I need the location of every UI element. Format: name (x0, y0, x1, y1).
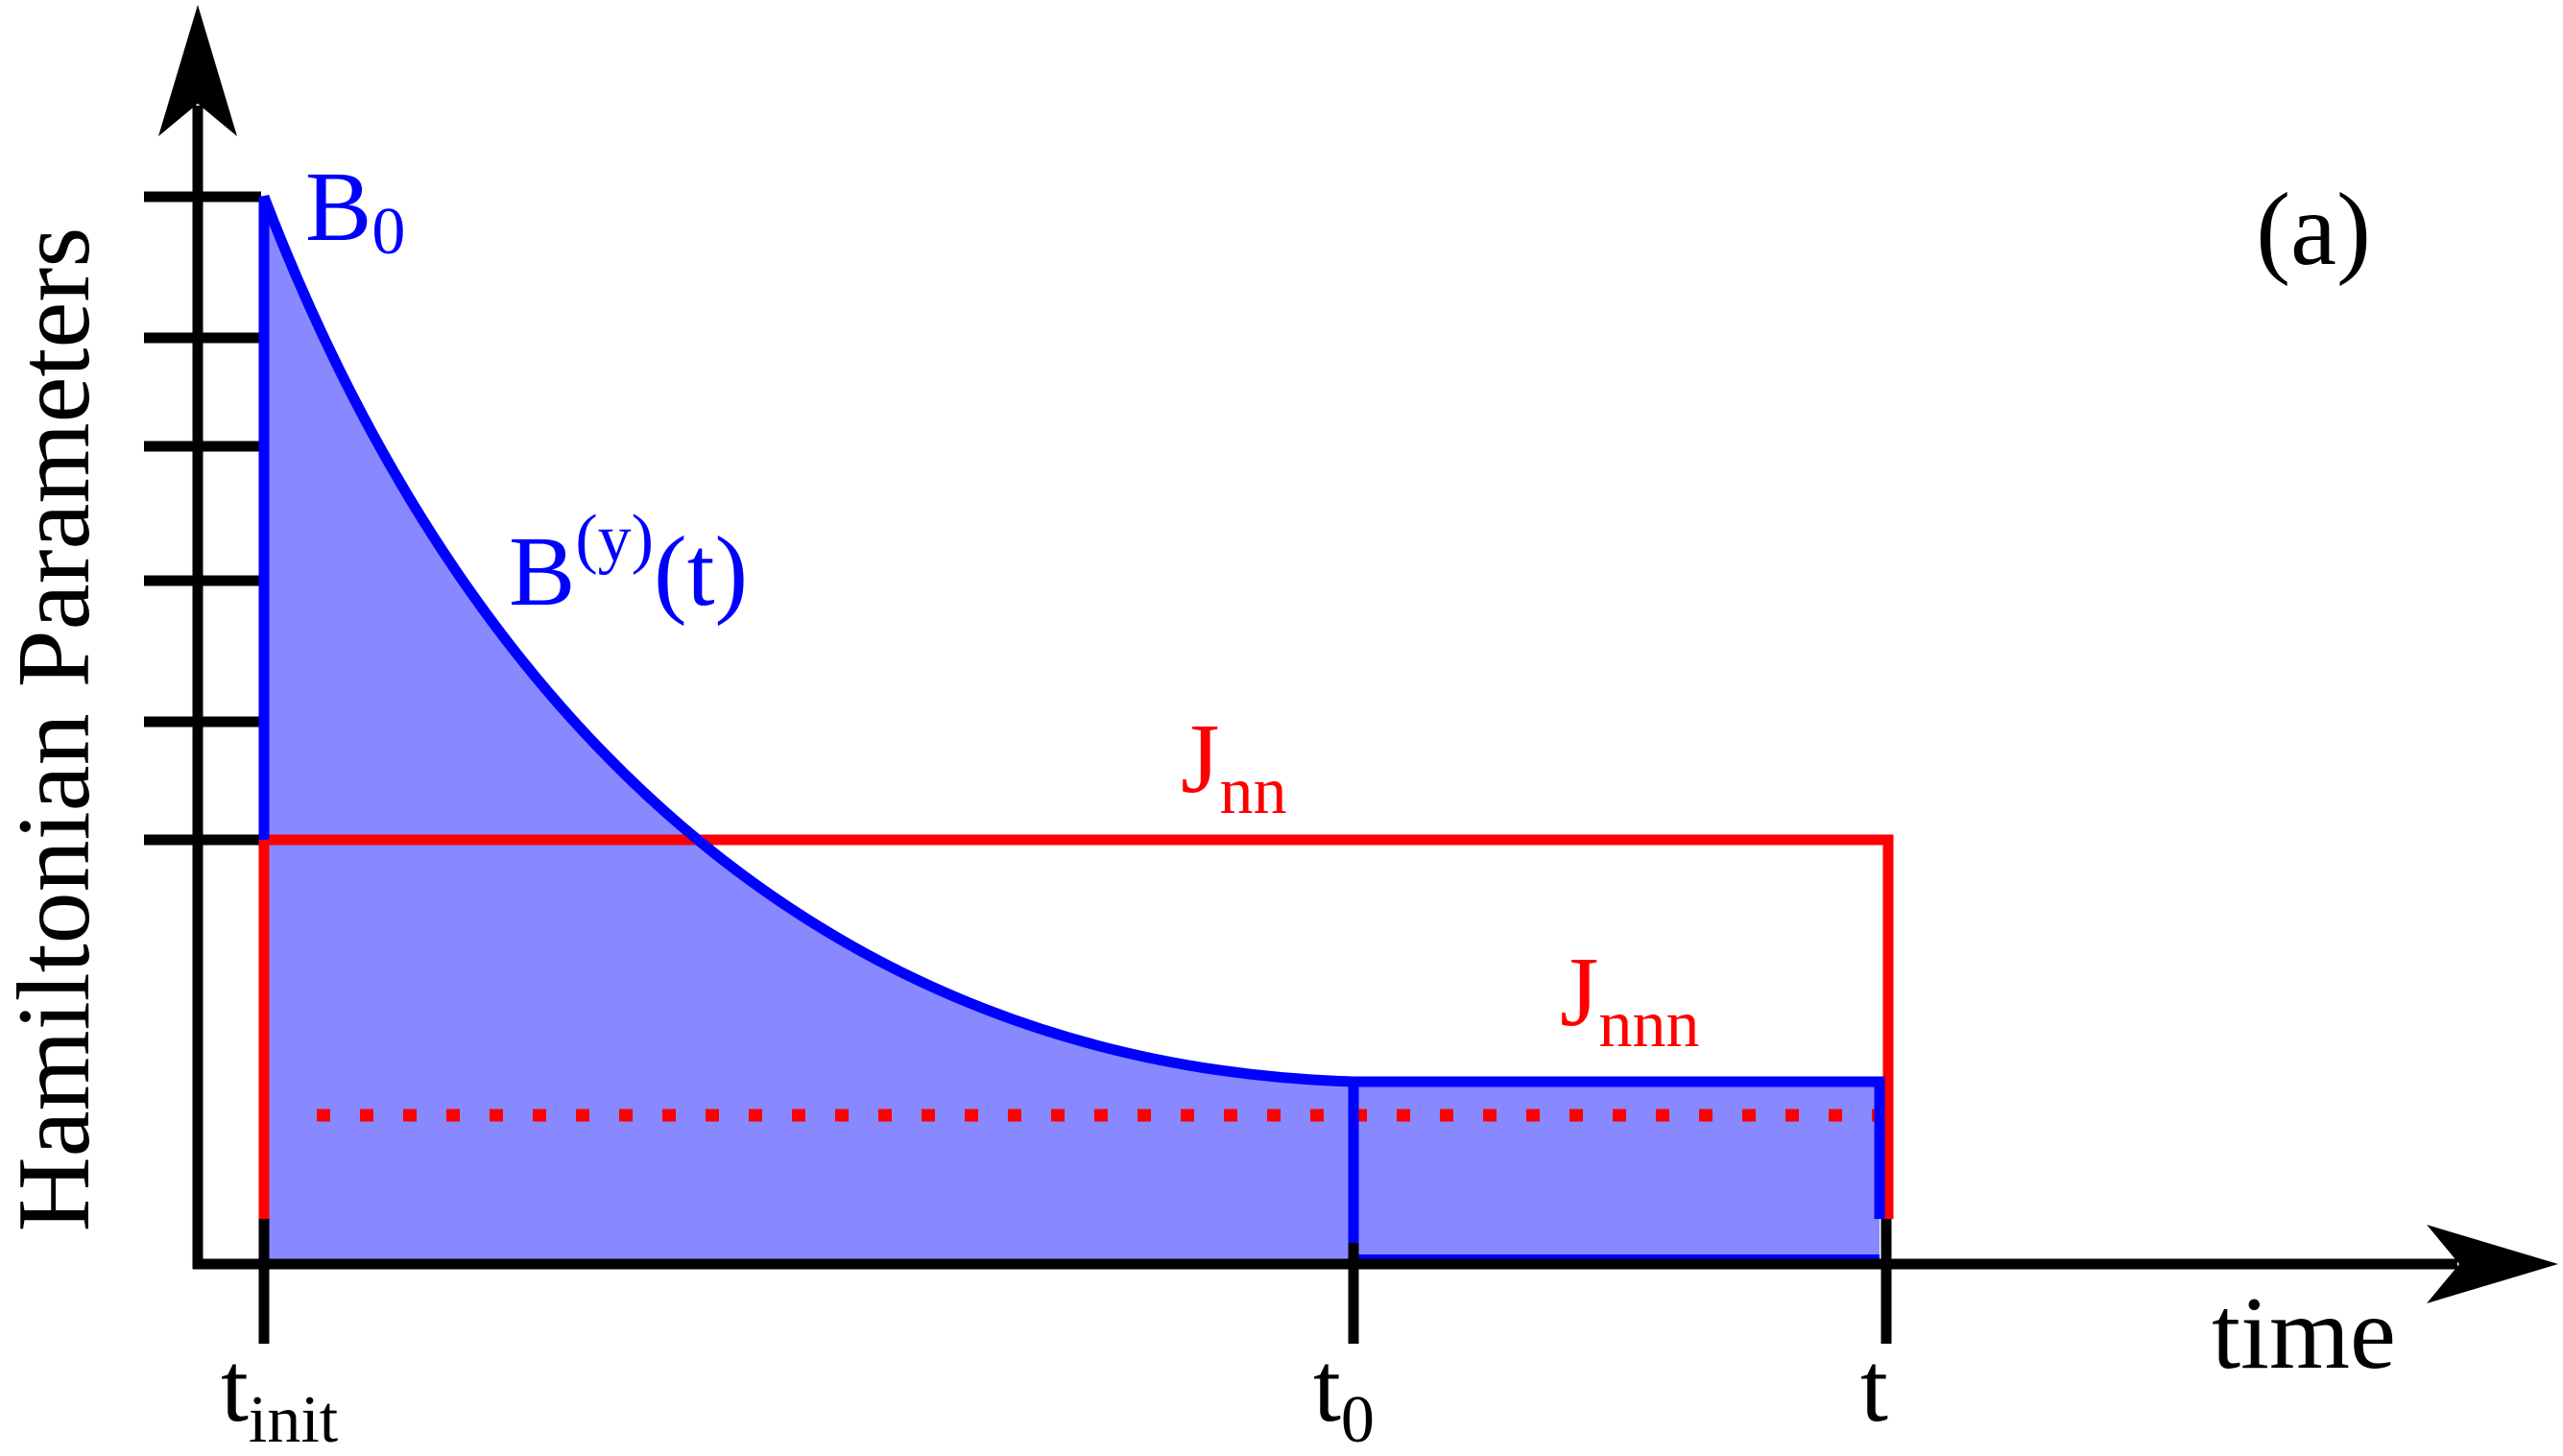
field-shaded-area (264, 197, 1880, 1260)
jnnn-label: Jnnn (1560, 937, 1699, 1062)
y-axis-label: Hamiltonian Parameters (0, 227, 111, 1232)
x-axis-label: time (2212, 1277, 2396, 1391)
b0-subscript: 0 (371, 195, 405, 269)
b0-base: B (305, 152, 371, 262)
jnn-base: J (1181, 704, 1219, 814)
y-axis-arrowhead (158, 5, 237, 136)
x-axis-arrowhead (2427, 1225, 2558, 1303)
field-superscript: (y) (575, 502, 654, 576)
x-tick-label-t0: t0 (1313, 1332, 1375, 1456)
t-base: t (1860, 1332, 1888, 1443)
x-tick-label-t: t (1860, 1332, 1888, 1443)
jnnn-subscript: nnn (1598, 988, 1699, 1062)
b0-label: B0 (305, 152, 405, 269)
t0-subscript: 0 (1341, 1383, 1375, 1456)
field-label: B(y)(t) (509, 502, 748, 627)
field-curve (258, 195, 1885, 1219)
jnnn-base: J (1560, 937, 1598, 1047)
field-argument: (t) (654, 516, 748, 627)
t-init-subscript: init (249, 1383, 339, 1456)
jnn-subscript: nn (1219, 754, 1286, 828)
x-tick-label-t-init: tinit (221, 1332, 339, 1456)
t0-base: t (1313, 1332, 1341, 1443)
jnn-pulse-line (258, 834, 1894, 1219)
jnn-label: Jnn (1181, 704, 1286, 828)
t-init-base: t (221, 1332, 249, 1443)
x-axis-ticks (258, 1219, 1892, 1344)
panel-label: (a) (2256, 173, 2371, 287)
field-base: B (509, 516, 575, 627)
